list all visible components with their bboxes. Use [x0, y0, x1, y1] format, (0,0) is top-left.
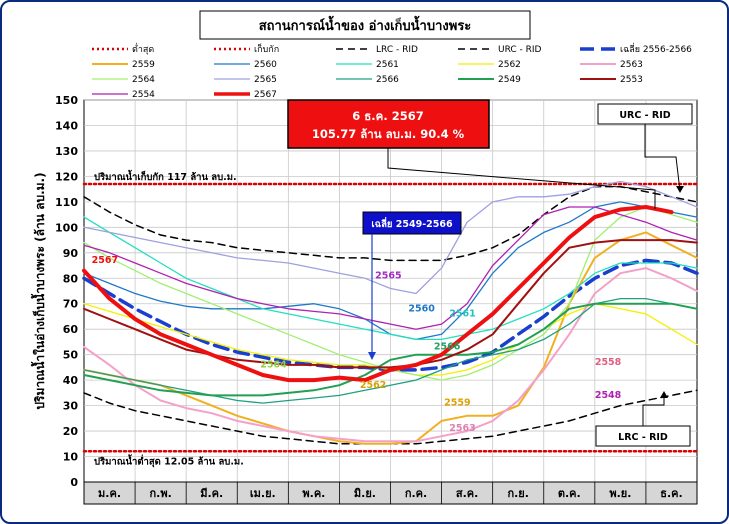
x-tick-label: มิ.ย.: [354, 487, 376, 500]
x-tick-label: ก.พ.: [149, 487, 171, 500]
y-tick-label: 10: [63, 451, 79, 464]
y-tick-label: 40: [63, 374, 79, 387]
x-tick-label: ก.ค.: [405, 487, 427, 500]
x-tick-label: พ.ย.: [609, 487, 631, 500]
legend-label: เก็บกัก: [254, 42, 279, 55]
y-tick-label: 20: [63, 425, 79, 438]
x-tick-label: ม.ค.: [98, 487, 121, 500]
urc-arrowhead: [676, 186, 684, 193]
x-tick-label: เม.ย.: [250, 487, 276, 500]
y-axis-label: ปริมาณน้ำในอ่างเก็บน้ำบางพระ (ล้าน ลบ.ม.…: [30, 172, 47, 409]
y-tick-label: 70: [63, 298, 79, 311]
current-callout-pointer: [387, 148, 656, 209]
legend-label: 2554: [132, 90, 155, 100]
legend-label: 2553: [620, 75, 643, 85]
y-tick-label: 60: [63, 323, 79, 336]
series-line-2561: [83, 216, 698, 341]
legend-label: 2562: [498, 60, 521, 70]
legend-label: 2567: [254, 90, 277, 100]
legend-label: 2559: [132, 60, 155, 70]
inline-label-2561: 2561: [449, 308, 475, 319]
y-tick-label: 110: [55, 196, 78, 209]
series-line-2549: [83, 302, 698, 397]
y-tick-label: 100: [55, 221, 78, 234]
series-line-2567: [82, 205, 674, 383]
legend-label: 2560: [254, 60, 277, 70]
legend-label: 2549: [498, 75, 521, 85]
legend-label: ต่ำสุด: [132, 42, 154, 55]
inline-label-2559: 2559: [444, 398, 470, 409]
minimum-label: ปริมาณน้ำต่ำสุด 12.05 ล้าน ลบ.ม.: [94, 453, 244, 467]
x-tick-label: ต.ค.: [558, 487, 581, 500]
x-tick-label: ธ.ค.: [660, 487, 682, 500]
y-tick-label: 130: [55, 145, 78, 158]
urc-box-label: URC - RID: [619, 110, 670, 121]
y-tick-label: 30: [63, 400, 79, 413]
inline-label-2565: 2565: [375, 270, 401, 281]
y-tick-label: 80: [63, 272, 79, 285]
legend-label: LRC - RID: [376, 45, 418, 55]
series-line-2565: [83, 180, 698, 295]
legend-label: 2566: [376, 75, 399, 85]
series-line-2554: [83, 206, 698, 330]
current-callout-box: [287, 99, 490, 149]
average-box-label: เฉลี่ย 2549-2566: [371, 216, 453, 230]
average-arrowhead: [368, 352, 376, 360]
lrc-arrowhead: [660, 391, 668, 398]
legend-label: 2564: [132, 75, 155, 85]
y-tick-label: 90: [63, 247, 79, 260]
chart-title: สถานการณ์น้ำของ อ่างเก็บน้ำบางพระ: [259, 15, 472, 34]
y-tick-label: 150: [55, 94, 78, 107]
lrc-arrow: [642, 394, 665, 426]
inline-series-labels: 2567 2565 2560 2561 2566 2564 2562 2559 2563 2558…: [92, 255, 622, 434]
title-box: [199, 10, 531, 40]
series-line-2553: [83, 239, 698, 369]
y-tick-label: 140: [55, 119, 78, 132]
inline-label-2560: 2560: [408, 303, 435, 314]
legend-label: 2561: [376, 60, 399, 70]
legend-label: 2563: [620, 60, 643, 70]
capacity-label: ปริมาณน้ำเก็บกัก 117 ล้าน ลบ.ม.: [94, 169, 237, 183]
urc-arrow: [644, 124, 681, 192]
gridlines: 0 10 20 30 40 50 60 70 80 90 100 110 120 130 140 150: [55, 94, 697, 489]
inline-label-2562: 2562: [360, 380, 386, 391]
inline-label-2563: 2563: [449, 423, 475, 434]
current-value-label: 105.77 ล้าน ลบ.ม. 90.4 %: [312, 127, 465, 141]
y-tick-label: 120: [55, 170, 78, 183]
x-tick-label: พ.ค.: [302, 487, 325, 500]
current-date-label: 6 ธ.ค. 2567: [352, 109, 423, 123]
series-line-2563: [83, 267, 698, 443]
inline-label-2566: 2566: [434, 342, 461, 353]
inline-label-2548: 2548: [595, 390, 622, 401]
y-tick-label: 0: [70, 476, 78, 489]
lrc-box-label: LRC - RID: [618, 432, 668, 443]
legend-label: เฉลี่ย 2556-2566: [620, 42, 692, 55]
inline-label-2567: 2567: [92, 255, 118, 266]
inline-label-2558: 2558: [595, 357, 622, 368]
legend: ต่ำสุด เก็บกัก LRC - RID URC - RID เฉลี่ย 25…: [92, 42, 692, 100]
average-box: [362, 211, 462, 235]
x-tick-label: ส.ค.: [456, 487, 478, 500]
legend-label: 2565: [254, 75, 277, 85]
x-tick-label: ก.ย.: [507, 487, 528, 500]
inline-label-2564: 2564: [260, 359, 287, 370]
legend-label: URC - RID: [498, 45, 542, 55]
series-line-2559: [83, 231, 698, 445]
series-lines: [82, 180, 699, 453]
x-tick-label: มี.ค.: [200, 487, 223, 500]
y-tick-label: 50: [63, 349, 79, 362]
